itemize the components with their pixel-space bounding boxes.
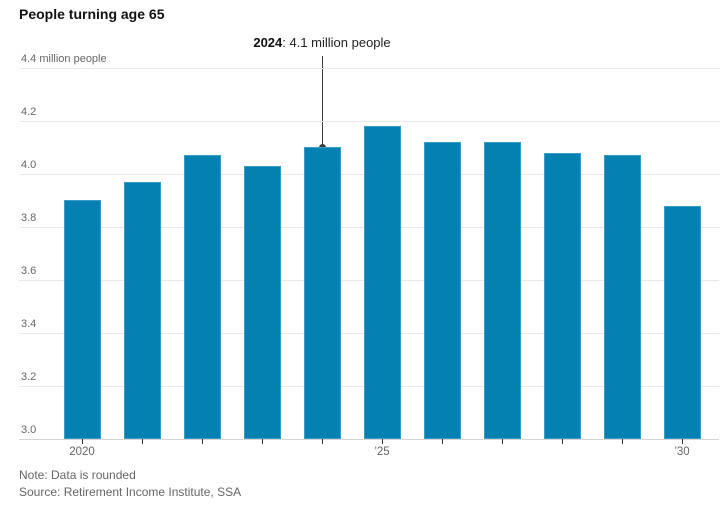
y-axis-label-3.2: 3.2 — [21, 370, 37, 383]
x-tick-2023 — [262, 438, 263, 444]
bar-2023 — [243, 165, 281, 439]
bar-2029 — [603, 155, 641, 439]
y-axis-label-3.8: 3.8 — [21, 211, 37, 224]
x-tick-2024 — [322, 438, 323, 444]
bar-2022 — [183, 155, 221, 439]
x-tick-2022 — [202, 438, 203, 444]
y-axis-label-4.4: 4.4 million people — [21, 53, 107, 65]
x-tick-2020 — [82, 438, 83, 444]
annotation-label: 2024: 4.1 million people — [253, 35, 390, 50]
y-axis-label-3.6: 3.6 — [21, 264, 37, 277]
x-axis-label-2020: 2020 — [69, 446, 95, 459]
x-tick-2029 — [622, 438, 623, 444]
chart-source: Source: Retirement Income Institute, SSA — [19, 484, 242, 499]
x-tick-2027 — [502, 438, 503, 444]
bar-2027 — [483, 142, 521, 439]
y-axis-label-3.0: 3.0 — [21, 423, 37, 436]
x-axis-label-2030: ’30 — [674, 446, 690, 459]
annotation-value-text: : 4.1 million people — [282, 35, 391, 50]
bar-2025 — [363, 126, 401, 439]
bar-2020 — [63, 200, 101, 439]
y-axis-label-4.0: 4.0 — [21, 158, 37, 171]
gridline-4.4 — [19, 68, 719, 69]
bar-2021 — [123, 181, 161, 439]
chart-title: People turning age 65 — [19, 6, 165, 22]
bar-2024 — [303, 147, 341, 439]
annotation-pointer-line — [321, 56, 323, 146]
gridline-4.2 — [19, 120, 719, 122]
chart-footer: Note: Data is rounded Source: Retirement… — [19, 467, 241, 500]
bar-2030 — [663, 205, 701, 439]
x-axis-line — [19, 438, 719, 440]
x-tick-2026 — [442, 438, 443, 444]
y-axis-label-4.2: 4.2 — [21, 105, 37, 118]
chart-note: Note: Data is rounded — [19, 468, 136, 482]
y-axis-label-3.4: 3.4 — [21, 317, 37, 330]
bar-2028 — [543, 152, 581, 439]
bar-2026 — [423, 142, 461, 439]
annotation-year: 2024 — [253, 35, 283, 50]
x-tick-2028 — [562, 438, 563, 444]
x-tick-2025 — [382, 438, 383, 444]
x-axis-label-2025: ’25 — [374, 446, 390, 459]
x-tick-2030 — [682, 438, 683, 444]
x-tick-2021 — [142, 438, 143, 444]
